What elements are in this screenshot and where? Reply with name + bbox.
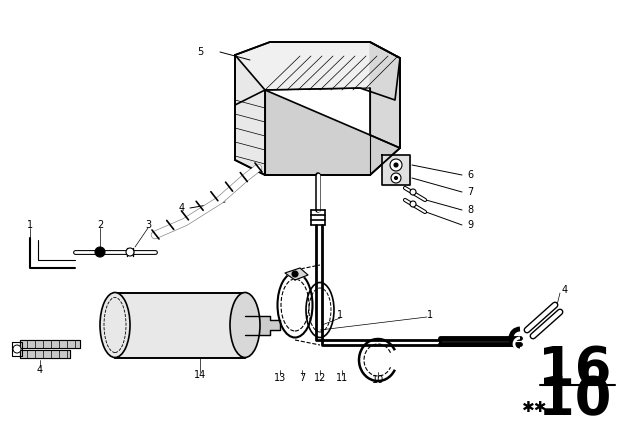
Text: 10: 10 — [372, 375, 384, 385]
Text: 4: 4 — [179, 203, 185, 213]
Polygon shape — [235, 42, 400, 105]
Text: 12: 12 — [314, 373, 326, 383]
Circle shape — [394, 177, 397, 180]
Text: 4: 4 — [37, 365, 43, 375]
Circle shape — [410, 189, 416, 195]
Polygon shape — [265, 90, 400, 175]
Circle shape — [390, 159, 402, 171]
Ellipse shape — [100, 293, 130, 358]
Text: 3: 3 — [145, 220, 151, 230]
Text: 11: 11 — [336, 373, 348, 383]
Text: 8: 8 — [467, 205, 473, 215]
Circle shape — [13, 345, 21, 353]
Text: 1: 1 — [337, 310, 343, 320]
Text: 13: 13 — [274, 373, 286, 383]
Text: 14: 14 — [194, 370, 206, 380]
Text: 4: 4 — [562, 285, 568, 295]
Text: 1: 1 — [427, 310, 433, 320]
Circle shape — [126, 248, 134, 256]
Text: 2: 2 — [97, 220, 103, 230]
Polygon shape — [382, 155, 410, 185]
Bar — [115, 293, 245, 358]
Circle shape — [410, 201, 416, 207]
Text: 1: 1 — [27, 220, 33, 230]
Text: 7: 7 — [467, 187, 473, 197]
Polygon shape — [245, 316, 280, 335]
Polygon shape — [370, 42, 400, 148]
Circle shape — [391, 173, 401, 183]
Ellipse shape — [230, 293, 260, 358]
Polygon shape — [285, 268, 308, 280]
Text: 10: 10 — [538, 374, 612, 426]
Circle shape — [394, 163, 398, 167]
Polygon shape — [20, 340, 80, 348]
Polygon shape — [235, 55, 265, 175]
Text: ✱✱: ✱✱ — [522, 401, 548, 415]
Text: 6: 6 — [467, 170, 473, 180]
Polygon shape — [20, 350, 70, 358]
Circle shape — [292, 271, 298, 277]
Circle shape — [95, 247, 105, 257]
Text: 7: 7 — [299, 373, 305, 383]
Text: 16: 16 — [538, 344, 612, 396]
Text: 5: 5 — [197, 47, 203, 57]
Text: 9: 9 — [467, 220, 473, 230]
